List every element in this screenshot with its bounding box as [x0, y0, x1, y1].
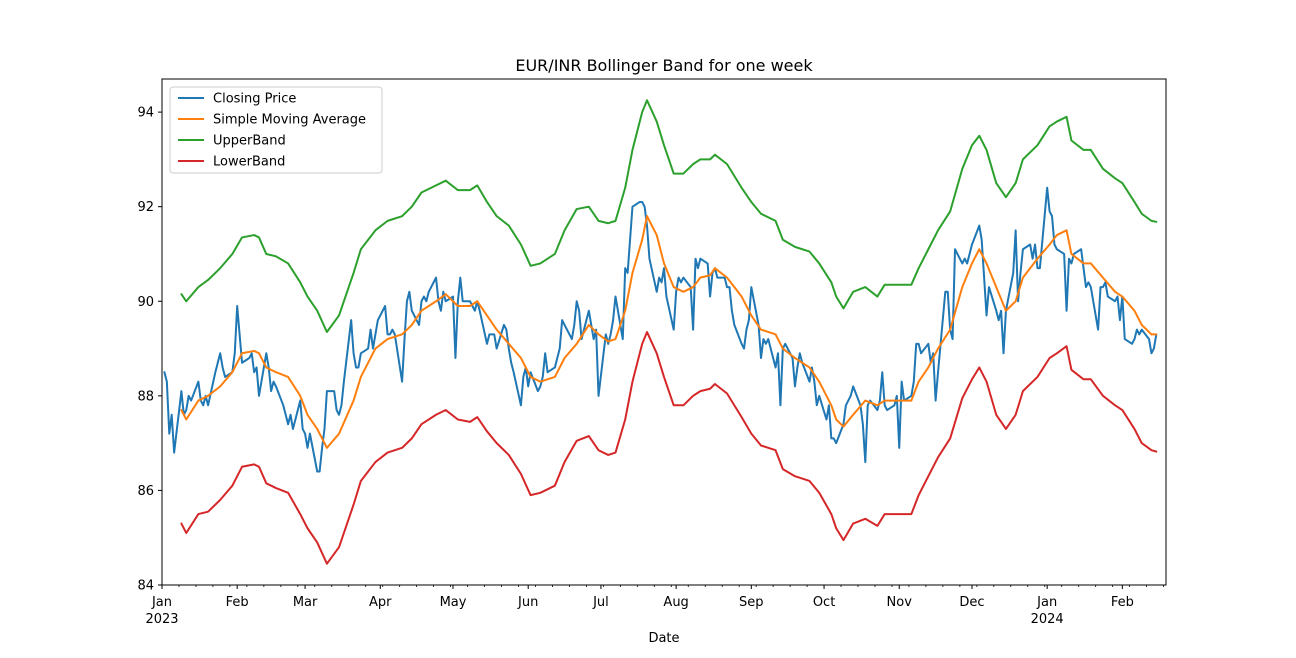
x-axis: Jan 2023 Feb Mar Apr May Jun Jul Aug Sep Oct Nov Dec…: [145, 585, 1164, 627]
y-tick-label: 88: [137, 389, 154, 404]
legend-label: Simple Moving Average: [213, 113, 366, 128]
y-tick-label: 84: [137, 579, 154, 594]
x-tick-label: Dec: [959, 595, 984, 610]
series-line-closing-price: [163, 186, 1158, 473]
x-tick-label: Apr: [369, 595, 392, 610]
series-line-upperband: [180, 99, 1158, 333]
y-tick-label: 90: [137, 295, 154, 310]
legend-label: LowerBand: [213, 155, 285, 170]
x-tick-label: Oct: [813, 595, 835, 610]
x-tick-year-label: 2024: [1031, 612, 1064, 627]
x-tick-label: May: [440, 595, 467, 610]
y-tick-label: 94: [137, 106, 154, 121]
y-tick-label: 92: [137, 200, 154, 215]
plot-area: [163, 99, 1158, 565]
legend-label: Closing Price: [213, 92, 296, 107]
x-tick-label: Jan: [1036, 595, 1057, 610]
chart-title: EUR/INR Bollinger Band for one week: [515, 56, 813, 75]
series-line-simple-moving-average: [180, 215, 1158, 449]
x-tick-label: Sep: [739, 595, 764, 610]
x-axis-label: Date: [648, 631, 679, 646]
legend-label: UpperBand: [213, 134, 286, 149]
series-line-lowerband: [180, 331, 1158, 565]
x-tick-label: Feb: [226, 595, 249, 610]
y-axis: 84 86 88 90 92 94: [137, 106, 162, 594]
plot-frame: [161, 78, 1167, 586]
x-tick-label: Jan: [151, 595, 172, 610]
x-tick-label: Jul: [592, 595, 609, 610]
x-tick-year-label: 2023: [145, 612, 178, 627]
x-tick-label: Aug: [663, 595, 688, 610]
x-tick-label: Mar: [293, 595, 318, 610]
legend: Closing Price Simple Moving Average UpperB…: [169, 86, 383, 174]
legend-frame: [169, 86, 383, 174]
x-tick-label: Jun: [517, 595, 538, 610]
x-tick-label: Nov: [887, 595, 913, 610]
y-tick-label: 86: [137, 484, 154, 499]
x-tick-label: Feb: [1111, 595, 1134, 610]
